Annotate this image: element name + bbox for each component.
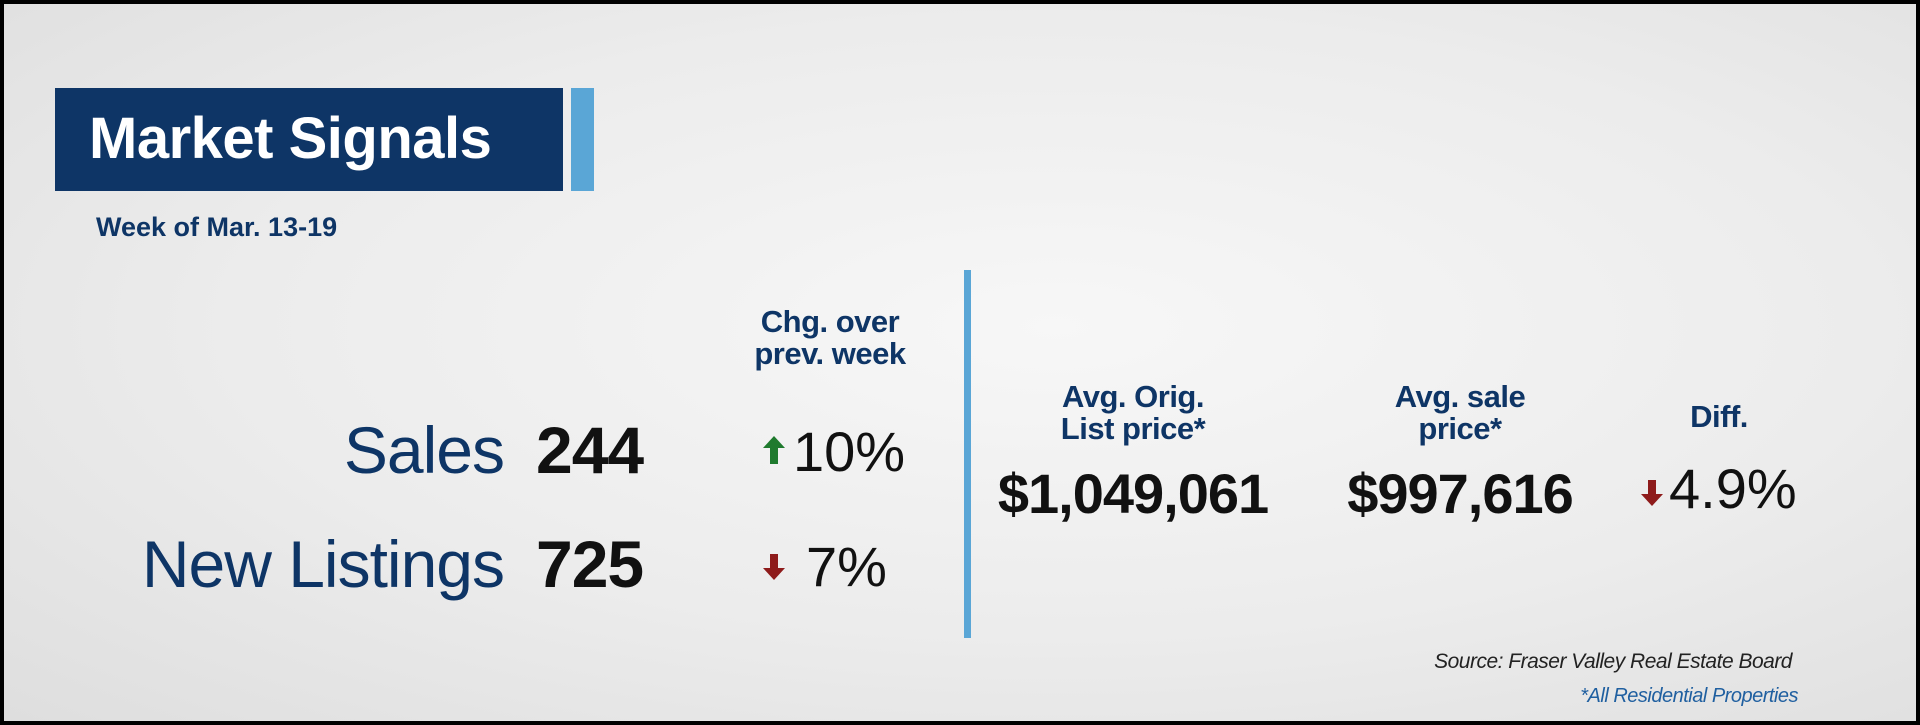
diff-header: Diff. bbox=[1690, 399, 1748, 434]
row-label: New Listings bbox=[141, 527, 505, 601]
price-value: $997,616 bbox=[1347, 462, 1574, 525]
row-value: 244 bbox=[536, 413, 644, 487]
up-arrow bbox=[763, 436, 785, 464]
price-header: Avg. Orig. List price* bbox=[1060, 379, 1206, 446]
row-change: 10% bbox=[793, 420, 906, 483]
title-box bbox=[55, 88, 563, 191]
divider bbox=[964, 270, 971, 638]
title: Market Signals bbox=[89, 106, 492, 171]
price-value: $1,049,061 bbox=[997, 462, 1269, 525]
price-header-line: List price* bbox=[1060, 411, 1206, 446]
change-header: Chg. over prev. week bbox=[754, 304, 906, 371]
price-header-line: Avg. sale bbox=[1394, 379, 1526, 414]
row-value: 725 bbox=[536, 527, 644, 601]
price-header-line: Avg. Orig. bbox=[1062, 379, 1204, 414]
diff-value: 4.9% bbox=[1669, 457, 1797, 520]
subtitle: Week of Mar. 13-19 bbox=[96, 212, 338, 242]
title-accent bbox=[571, 88, 594, 191]
row-change: 7% bbox=[806, 535, 887, 598]
price-header: Avg. sale price* bbox=[1394, 379, 1526, 446]
note: *All Residential Properties bbox=[1580, 685, 1798, 707]
price-header-line: price* bbox=[1418, 411, 1502, 446]
row-label: Sales bbox=[343, 413, 505, 487]
change-header-line: Chg. over bbox=[760, 304, 900, 339]
down-arrow bbox=[1641, 480, 1663, 506]
change-header-line: prev. week bbox=[754, 336, 906, 371]
down-arrow bbox=[763, 554, 785, 580]
source: Source: Fraser Valley Real Estate Board bbox=[1434, 650, 1792, 673]
